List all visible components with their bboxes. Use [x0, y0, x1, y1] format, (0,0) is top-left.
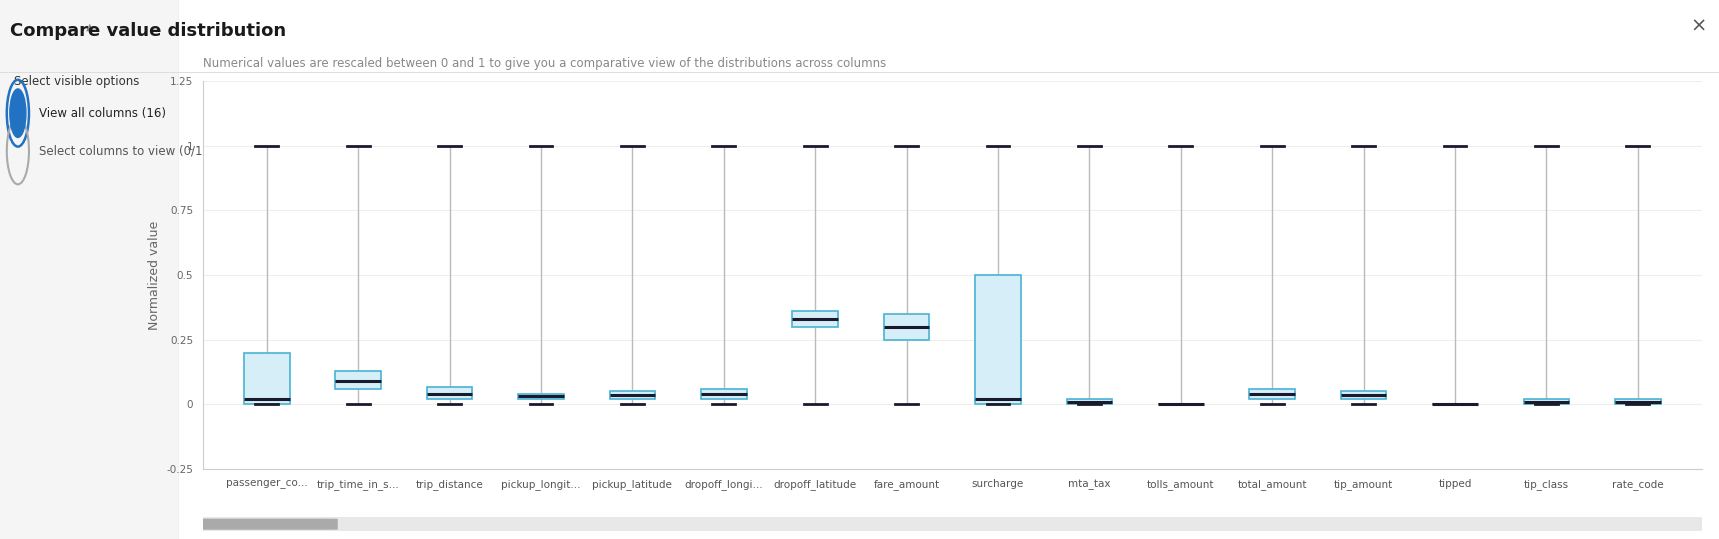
PathPatch shape: [517, 394, 564, 399]
PathPatch shape: [1250, 389, 1294, 399]
Text: ▲: ▲: [86, 22, 93, 32]
PathPatch shape: [701, 389, 746, 399]
Y-axis label: Normalized value: Normalized value: [148, 220, 160, 329]
PathPatch shape: [975, 275, 1021, 404]
PathPatch shape: [335, 371, 382, 389]
Text: Numerical values are rescaled between 0 and 1 to give you a comparative view of : Numerical values are rescaled between 0 …: [203, 57, 885, 70]
Circle shape: [10, 89, 26, 137]
Text: Select columns to view (0/16): Select columns to view (0/16): [40, 144, 215, 157]
PathPatch shape: [244, 353, 291, 404]
Text: ×: ×: [1690, 16, 1707, 35]
PathPatch shape: [1341, 391, 1387, 399]
Text: Compare value distribution: Compare value distribution: [10, 22, 287, 39]
PathPatch shape: [610, 391, 655, 399]
PathPatch shape: [884, 314, 930, 340]
PathPatch shape: [1614, 399, 1661, 404]
Text: Select visible options: Select visible options: [14, 75, 139, 88]
PathPatch shape: [1066, 399, 1112, 404]
PathPatch shape: [792, 311, 839, 327]
Text: View all columns (16): View all columns (16): [40, 107, 167, 120]
PathPatch shape: [1523, 399, 1569, 404]
FancyBboxPatch shape: [187, 519, 337, 530]
PathPatch shape: [426, 388, 473, 399]
